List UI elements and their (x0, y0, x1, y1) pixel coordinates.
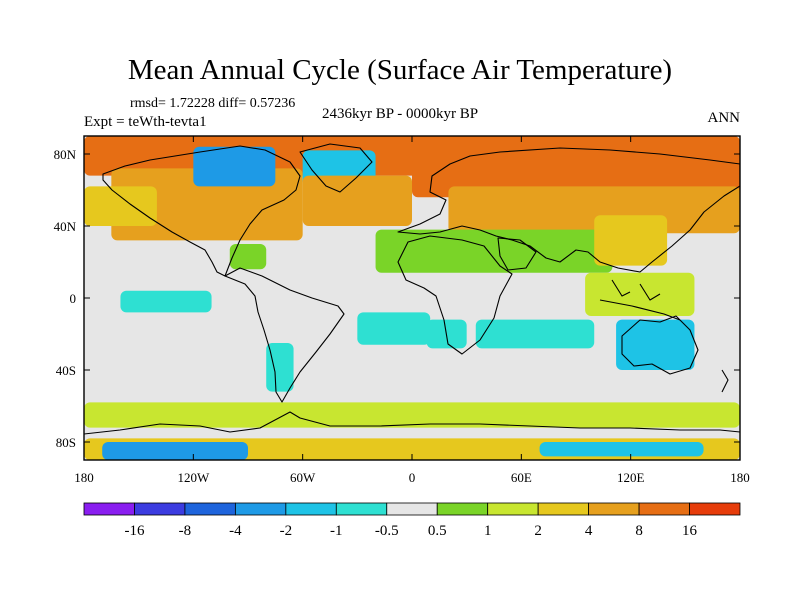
anomaly-field (84, 136, 740, 460)
colorbar-bin (689, 502, 741, 516)
x-tick-label: 180 (74, 470, 94, 485)
colorbar-label: -0.5 (375, 523, 399, 539)
colorbar-label: 4 (585, 523, 593, 539)
x-tick-label: 60E (511, 470, 532, 485)
region-maritime-continent (585, 272, 695, 316)
coastline-new-zealand (721, 369, 729, 393)
region-south-atlantic-cool (357, 312, 431, 345)
colorbar-label: -2 (280, 523, 293, 539)
colorbar-label: 1 (484, 523, 492, 539)
coastline-south-america (224, 267, 345, 403)
region-south-america-cool (266, 343, 294, 392)
chart-title: Mean Annual Cycle (Surface Air Temperatu… (127, 54, 673, 86)
colorbar-label: 0.5 (428, 523, 447, 539)
y-tick-label: 40N (54, 219, 77, 234)
map-axes: 180 120W 60W 0 60E 120E 180 80N 40N 0 40S 80S (54, 136, 750, 485)
y-tick-label: 80S (56, 435, 76, 450)
colorbar-bin (638, 502, 690, 516)
colorbar-bin (184, 502, 236, 516)
y-tick-label: 80N (54, 147, 77, 162)
x-tick-label: 120W (177, 470, 210, 485)
region-east-asia (594, 215, 668, 266)
coastline-north-america (102, 145, 301, 277)
region-antarctica-ross (102, 442, 248, 460)
colorbar-bin (386, 502, 438, 516)
coastline-arabia (497, 237, 537, 271)
region-australia (616, 319, 695, 370)
colorbar: -16 -8 -4 -2 -1 -0.5 0.5 1 2 4 8 16 (83, 502, 741, 539)
colorbar-bin (285, 502, 337, 516)
colorbar-label: -1 (330, 523, 343, 539)
coastline-greenland (299, 143, 373, 193)
colorbar-label: -8 (179, 523, 192, 539)
x-tick-label: 0 (409, 470, 416, 485)
colorbar-label: -16 (124, 523, 144, 539)
experiment-label: Expt = teWth-tevta1 (84, 114, 207, 130)
colorbar-bin (83, 502, 135, 516)
colorbar-bin (436, 502, 489, 516)
colorbar-bin (588, 502, 640, 516)
colorbar-label: 2 (534, 523, 542, 539)
coastlines (84, 143, 740, 435)
stats-line: rmsd= 1.72228 diff= 0.57236 (130, 96, 296, 111)
season-label: ANN (707, 110, 741, 126)
region-gulf-of-mexico (229, 244, 267, 270)
x-tick-label: 180 (730, 470, 750, 485)
region-antarctica-east (539, 442, 704, 457)
x-tick-label: 120E (617, 470, 645, 485)
coastline-antarctica (84, 411, 740, 435)
colorbar-label: 8 (635, 523, 643, 539)
colorbar-bin (537, 502, 590, 516)
region-canadian-archipelago (193, 146, 276, 187)
period-label: 2436kyr BP - 0000kyr BP (322, 106, 479, 122)
region-north-pacific (84, 186, 157, 226)
region-north-atlantic (302, 175, 412, 226)
region-subtropics-north (375, 229, 613, 273)
region-equatorial-pacific (120, 290, 212, 313)
colorbar-bin (134, 502, 186, 516)
colorbar-bin (487, 502, 539, 516)
coastline-australia (621, 315, 699, 375)
colorbar-bin (335, 502, 388, 516)
region-southern-ocean (84, 402, 740, 428)
colorbar-label: -4 (229, 523, 242, 539)
coastline-africa (397, 235, 513, 355)
colorbar-bin (234, 502, 287, 516)
colorbar-label: 16 (682, 523, 698, 539)
x-tick-label: 60W (290, 470, 316, 485)
y-tick-label: 0 (70, 291, 77, 306)
region-indian-ocean-cool (475, 319, 595, 349)
y-tick-label: 40S (56, 363, 76, 378)
